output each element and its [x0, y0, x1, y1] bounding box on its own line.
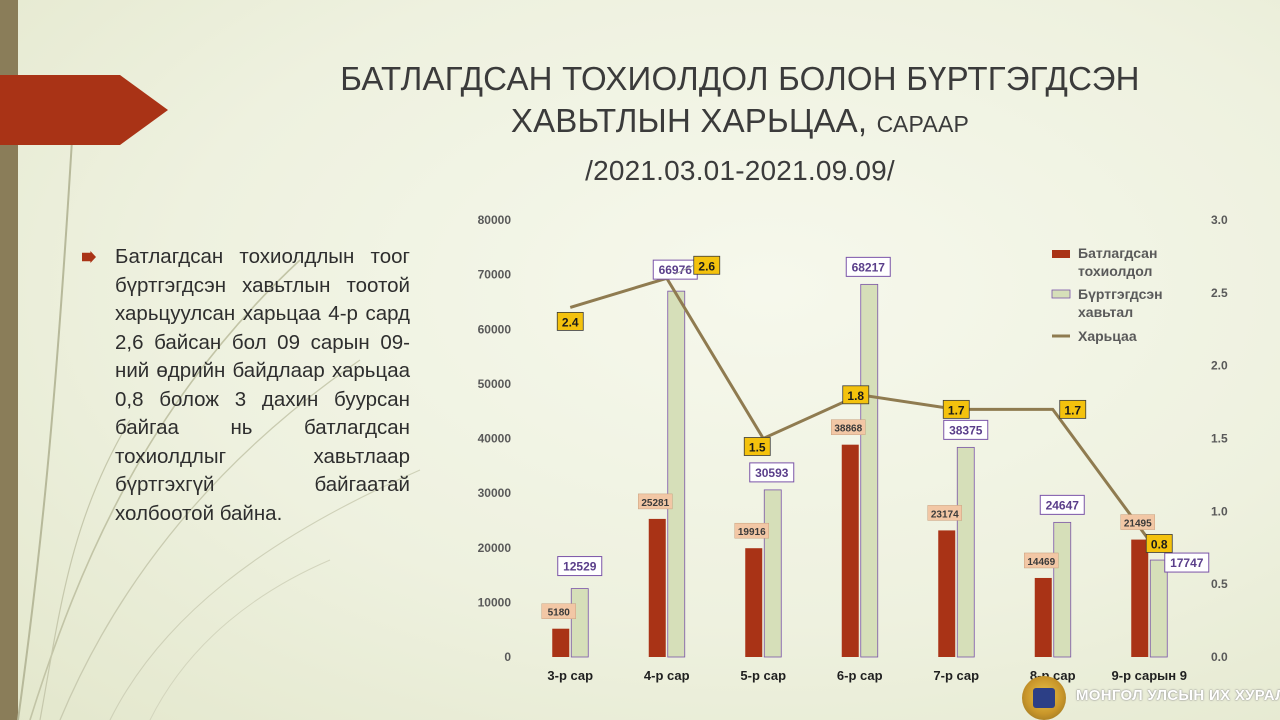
ratio-label-box [1059, 399, 1087, 419]
y-right-tick-label: 2.5 [1211, 286, 1228, 300]
ratio-label-leader [674, 264, 694, 275]
parliament-emblem-logo [1022, 676, 1066, 720]
bar-contacts [667, 290, 686, 658]
bar-contacts [1053, 521, 1072, 658]
ratio-data-label: 1.7 [948, 403, 965, 417]
ratio-data-label: 1.5 [749, 441, 766, 455]
y-left-tick-label: 0 [504, 650, 511, 664]
confirmed-data-label: 14469 [1027, 557, 1055, 568]
x-tick-label: 6-р сар [837, 668, 883, 683]
ratio-data-label: 1.7 [1064, 403, 1081, 417]
contacts-label-box [557, 556, 603, 577]
legend-label-confirmed-2: тохиолдол [1078, 263, 1152, 279]
ratio-label-box [842, 385, 870, 405]
ratio-data-label: 2.6 [698, 259, 715, 273]
bar-contacts [1149, 559, 1168, 658]
ratio-data-label: 2.4 [562, 315, 579, 329]
ratio-label-box [1145, 534, 1173, 553]
bar-confirmed [1131, 539, 1149, 657]
confirmed-data-label: 5180 [548, 608, 571, 619]
contacts-label-box [1164, 552, 1210, 573]
y-left-tick-label: 10000 [478, 595, 512, 609]
confirmed-data-label: 21495 [1124, 519, 1152, 530]
confirmed-label-box [541, 603, 576, 619]
y-right-tick-label: 1.5 [1211, 432, 1228, 446]
y-right-tick-label: 0.5 [1211, 577, 1228, 591]
contacts-label-box [943, 419, 989, 440]
confirmed-label-box [638, 493, 673, 510]
x-tick-label: 5-р сар [740, 668, 786, 683]
bullet-arrow-icon [82, 251, 96, 263]
title-line-2: ХАВЬТЛЫН ХАРЬЦАА, САРААР [300, 100, 1180, 145]
bar-contacts [763, 489, 782, 658]
confirmed-data-label: 38868 [834, 424, 862, 435]
y-left-tick-label: 40000 [478, 432, 512, 446]
contacts-data-label: 30593 [755, 466, 789, 480]
confirmed-label-box [927, 505, 962, 521]
y-right-tick-label: 2.0 [1211, 359, 1228, 373]
bar-contacts [956, 446, 975, 658]
legend-label-contacts-1: Бүртгэгдсэн [1078, 286, 1163, 302]
slide-title: БАТЛАГДСАН ТОХИОЛДОЛ БОЛОН БҮРТГЭГДСЭН Х… [300, 58, 1180, 197]
legend-label-confirmed-1: Батлагдсан [1078, 245, 1157, 261]
footer-text: МОНГОЛ УЛСЫН ИХ ХУРАЛ [1076, 687, 1280, 704]
contacts-data-label: 68217 [852, 260, 886, 274]
y-left-tick-label: 20000 [478, 541, 512, 555]
x-tick-label: 9-р сарын 9 [1112, 668, 1187, 683]
contacts-data-label: 17747 [1170, 556, 1204, 570]
confirmed-label-box [1024, 552, 1059, 569]
ratio-label-box [743, 437, 771, 456]
confirmed-data-label: 19916 [738, 527, 766, 538]
y-left-tick-label: 50000 [478, 377, 512, 391]
bar-confirmed [552, 628, 570, 657]
contacts-data-label: 12529 [563, 560, 597, 574]
contacts-data-label: 38375 [949, 423, 983, 437]
contacts-label-box [845, 256, 891, 277]
y-left-tick-label: 30000 [478, 486, 512, 500]
contacts-data-label: 66976 [659, 263, 693, 277]
x-tick-label: 4-р сар [644, 668, 690, 683]
decorative-grass [17, 139, 421, 720]
title-line-2-main: ХАВЬТЛЫН ХАРЬЦАА, [510, 102, 877, 139]
x-tick-label: 3-р сар [547, 668, 593, 683]
ratio-label-box [942, 399, 970, 419]
confirmed-data-label: 23174 [931, 509, 959, 520]
contacts-data-label: 24647 [1046, 498, 1080, 512]
confirmed-data-label: 25281 [641, 498, 669, 509]
bar-confirmed [745, 548, 763, 657]
y-left-tick-label: 70000 [478, 268, 512, 282]
legend-label-ratio: Харьцаа [1078, 328, 1137, 344]
contacts-label-box [1039, 494, 1085, 515]
title-date-range: /2021.03.01-2021.09.09/ [585, 155, 895, 186]
bar-confirmed [938, 530, 956, 657]
ratio-label-box [556, 311, 584, 331]
side-strip [0, 0, 18, 720]
contacts-label-box [749, 462, 795, 483]
legend-swatch-confirmed [1052, 250, 1070, 258]
x-tick-label: 7-р сар [933, 668, 979, 683]
confirmed-label-box [1120, 514, 1155, 530]
bar-confirmed [648, 518, 666, 657]
legend-swatch-contacts [1051, 289, 1071, 299]
title-line-1: БАТЛАГДСАН ТОХИОЛДОЛ БОЛОН БҮРТГЭГДСЭН [340, 60, 1140, 97]
title-line-2-suffix: САРААР [876, 111, 970, 137]
y-right-tick-label: 3.0 [1211, 213, 1228, 227]
bar-confirmed [1034, 577, 1052, 657]
bar-confirmed [841, 444, 859, 657]
confirmed-label-box [831, 419, 866, 435]
ratio-data-label: 0.8 [1151, 537, 1168, 551]
y-left-tick-label: 60000 [478, 322, 512, 336]
legend-label-contacts-2: хавьтал [1078, 304, 1133, 320]
y-right-tick-label: 1.0 [1211, 504, 1228, 518]
bullet-text: Батлагдсан тохиолдлын тоог бүртгэгдсэн х… [115, 245, 410, 525]
ratio-data-label: 1.8 [847, 389, 864, 403]
y-right-tick-label: 0.0 [1211, 650, 1228, 664]
confirmed-label-box [734, 522, 769, 539]
bar-contacts [570, 588, 589, 658]
y-left-tick-label: 80000 [478, 213, 512, 227]
bar-contacts [860, 283, 879, 658]
